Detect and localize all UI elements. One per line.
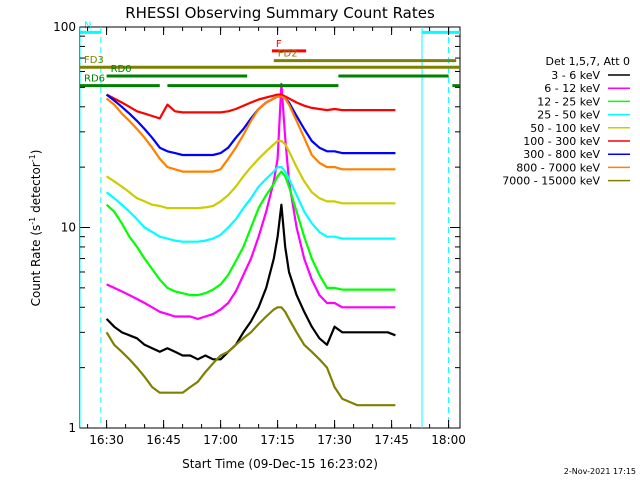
- legend-label: 12 - 25 keV: [537, 95, 600, 108]
- legend-label: 50 - 100 keV: [530, 122, 600, 135]
- flag-label: RD6: [84, 74, 105, 85]
- x-tick-label: 16:45: [146, 433, 181, 447]
- series-line-800-7000-kev: [105, 95, 396, 173]
- y-tick-label: 100: [53, 20, 76, 34]
- legend-label: 800 - 7000 keV: [516, 161, 600, 174]
- flag-label: F: [276, 39, 282, 50]
- legend-label: 6 - 12 keV: [544, 82, 600, 95]
- legend-label: 7000 - 15000 keV: [502, 175, 600, 188]
- x-tick-label: 17:45: [374, 433, 409, 447]
- data-layer: [80, 27, 460, 428]
- legend-label: 100 - 300 keV: [523, 135, 600, 148]
- series-line-50-100-kev: [105, 139, 396, 210]
- y-axis-label-main: Count Rate (s: [29, 225, 43, 307]
- y-axis-label: Count Rate (s-1 detector-1): [28, 150, 43, 307]
- series-line-12-25-kev: [105, 170, 396, 297]
- flag-label: RD0: [111, 64, 132, 75]
- y-axis-label-end: ): [29, 150, 43, 155]
- y-tick-label: 1: [68, 421, 76, 435]
- x-axis-label: Start Time (09-Dec-15 16:23:02): [182, 457, 378, 471]
- series-line-25-50-kev: [105, 166, 396, 243]
- y-tick-label: 10: [61, 221, 76, 235]
- series-line-300-800-kev: [105, 93, 396, 157]
- y-axis-label-mid: detector: [29, 162, 43, 217]
- x-tick-label: 17:15: [260, 433, 295, 447]
- flag-label: FD2: [278, 49, 298, 60]
- series-line-7000-15000-kev: [105, 306, 396, 407]
- legend-header: Det 1,5,7, Att 0: [546, 55, 630, 68]
- legend-label: 3 - 6 keV: [551, 69, 600, 82]
- flag-label: FD3: [84, 55, 104, 66]
- chart-title: RHESSI Observing Summary Count Rates: [125, 4, 435, 22]
- x-tick-label: 18:00: [431, 433, 466, 447]
- series-line-6-12-kev: [106, 82, 396, 320]
- x-tick-label: 17:00: [203, 433, 238, 447]
- footer-date: 2-Nov-2021 17:15: [564, 467, 636, 476]
- series-line-100-300-kev: [106, 93, 396, 120]
- x-tick-label: 17:30: [317, 433, 352, 447]
- series-line-3-6-kev: [105, 203, 396, 361]
- flag-label: N: [84, 20, 91, 31]
- x-tick-label: 16:30: [89, 433, 124, 447]
- y-axis-label-sup1: -1: [28, 217, 37, 225]
- y-axis-label-sup2: -1: [28, 154, 37, 162]
- legend-label: 25 - 50 keV: [537, 109, 600, 122]
- legend-label: 300 - 800 keV: [523, 148, 600, 161]
